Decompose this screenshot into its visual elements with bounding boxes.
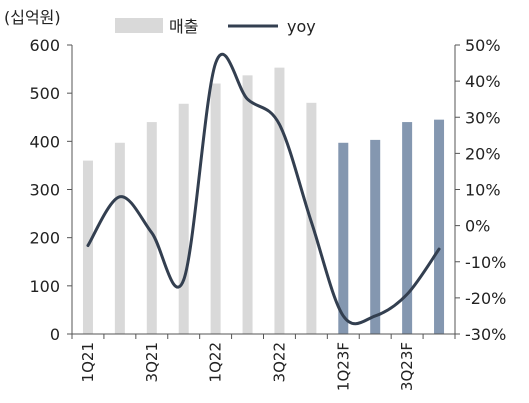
x-tick-label: 1Q22 (207, 342, 225, 382)
right-tick-label: 20% (465, 144, 501, 163)
legend-bar-label: 매출 (169, 17, 198, 36)
bar-2Q21 (114, 142, 125, 334)
left-axis-unit: (십억원) (4, 8, 61, 27)
left-tick-label: 500 (29, 84, 60, 103)
x-tick-label: 3Q21 (143, 342, 161, 382)
x-tick-label: 1Q23F (334, 342, 352, 391)
yoy-series (86, 52, 441, 326)
bar-1Q21 (82, 160, 93, 334)
bar-3Q23F (402, 122, 413, 334)
bar-3Q21 (146, 122, 157, 334)
right-tick-label: -20% (465, 289, 506, 308)
bar-1Q23F (338, 142, 349, 334)
right-tick-label: 40% (465, 72, 501, 91)
x-axis: 1Q21 3Q21 1Q22 3Q22 1Q23F 3Q23F (71, 333, 456, 391)
right-tick-label: 50% (465, 36, 501, 55)
right-axis: -30% -20% -10% 0% 10% 20% 30% 40% 50% (454, 36, 506, 344)
bar-4Q21 (178, 103, 189, 334)
legend: 매출 yoy (115, 17, 316, 36)
bar-1Q22 (210, 83, 221, 335)
bar-2Q22 (242, 75, 253, 334)
left-tick-label: 600 (29, 36, 60, 55)
bar-3Q22 (274, 67, 285, 334)
left-tick-label: 200 (29, 229, 60, 248)
left-axis: 0 100 200 300 400 500 600 (29, 36, 73, 344)
bar-4Q23F (434, 119, 445, 335)
right-tick-label: 30% (465, 108, 501, 127)
x-tick-label: 3Q23F (398, 342, 416, 391)
left-tick-label: 400 (29, 132, 60, 151)
right-tick-label: 0% (465, 217, 490, 236)
right-tick-label: 10% (465, 181, 501, 200)
right-tick-label: -30% (465, 325, 506, 344)
left-tick-label: 300 (29, 181, 60, 200)
x-tick-label: 1Q21 (79, 342, 97, 382)
yoy-line (86, 52, 441, 326)
legend-bar-swatch (115, 18, 163, 33)
bar-2Q23F (370, 139, 381, 334)
x-tick-label: 3Q22 (270, 342, 288, 382)
left-tick-label: 0 (50, 325, 60, 344)
legend-line-label: yoy (287, 17, 316, 36)
left-tick-label: 100 (29, 277, 60, 296)
right-tick-label: -10% (465, 253, 506, 272)
